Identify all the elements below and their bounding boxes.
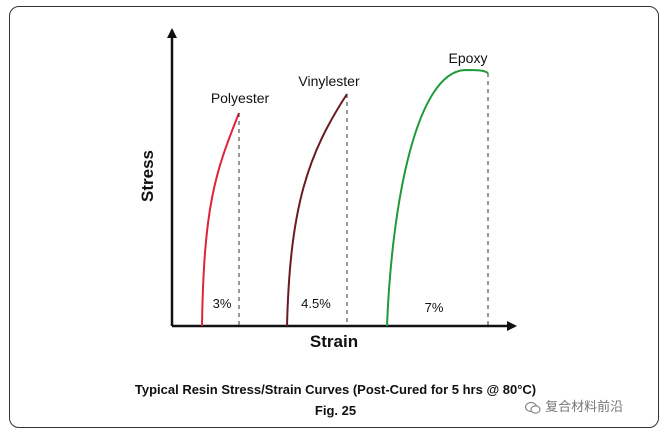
polyester-label: Polyester — [211, 90, 270, 106]
wechat-icon — [525, 401, 541, 414]
figure-frame — [9, 6, 659, 428]
figure-number: Fig. 25 — [314, 403, 357, 418]
watermark-text: 复合材料前沿 — [545, 400, 624, 415]
y-axis-label: Stress — [138, 150, 157, 202]
watermark: 复合材料前沿 — [525, 396, 623, 415]
stress-strain-chart: Stress Strain Polyester 3% Vinylester 4.5% E… — [138, 28, 517, 351]
epoxy-curve — [386, 68, 489, 327]
epoxy-strain-label: 7% — [425, 300, 444, 315]
epoxy-label: Epoxy — [449, 50, 488, 66]
polyester-curve — [201, 112, 240, 327]
figure-caption-title: Typical Resin Stress/Strain Curves (Post… — [134, 382, 537, 397]
vinylester-curve — [286, 93, 348, 327]
vinylester-label: Vinylester — [298, 73, 360, 89]
polyester-strain-label: 3% — [213, 296, 232, 311]
x-axis-label: Strain — [310, 332, 358, 351]
vinylester-strain-label: 4.5% — [301, 296, 331, 311]
